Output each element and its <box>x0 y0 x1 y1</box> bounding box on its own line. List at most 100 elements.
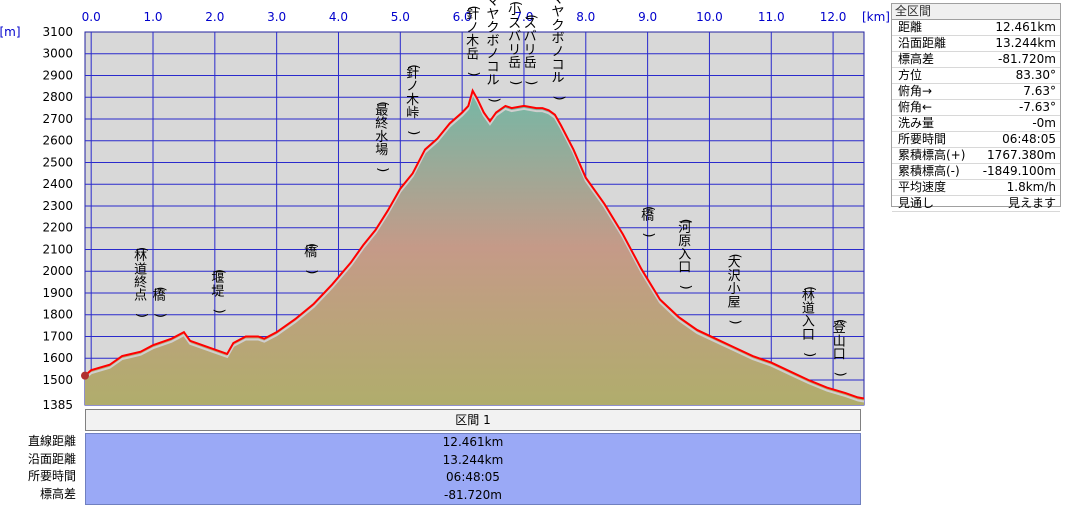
stats-row: 俯角← -7.63° <box>892 100 1060 116</box>
y-tick-label: 2800 <box>42 90 73 104</box>
elevation-line <box>84 88 865 400</box>
peak-annotation: (登山口) <box>833 319 848 377</box>
stats-row-label: 累積標高(-) <box>898 164 960 178</box>
peak-annotation: (大沢小屋) <box>728 253 743 324</box>
start-marker <box>81 371 89 380</box>
peak-annotation: (橋) <box>641 206 656 237</box>
elevation-area <box>85 90 864 406</box>
stats-row-value: 見えます <box>1007 196 1056 210</box>
x-tick-label: 5.0 <box>391 10 410 24</box>
y-tick-label: 2300 <box>42 199 73 213</box>
stats-row-value: 13.244km <box>995 36 1056 50</box>
x-tick-label: 2.0 <box>205 10 224 24</box>
y-tick-label: 1800 <box>42 308 73 322</box>
y-tick-label: 2200 <box>42 221 73 235</box>
y-tick-label: 1600 <box>42 351 73 365</box>
x-tick-label: 3.0 <box>267 10 286 24</box>
stats-row: 累積標高(+) 1767.380m <box>892 148 1060 164</box>
summary-values: 12.461km 13.244km 06:48:05 -81.720m <box>85 433 861 505</box>
summary-label-surface-distance: 沿面距離 <box>27 451 76 466</box>
summary-label-straight-distance: 直線距離 <box>27 434 76 448</box>
stats-row-value: 1767.380m <box>987 148 1056 162</box>
stats-row-label: 俯角→ <box>898 84 933 98</box>
x-tick-label: 0.0 <box>82 10 101 24</box>
summary-value-straight-distance: 12.461km <box>442 435 504 449</box>
y-tick-label: 2600 <box>42 134 73 148</box>
x-tick-label: 11.0 <box>758 10 785 24</box>
peak-annotation: (堰堤) <box>211 269 226 314</box>
stats-row: 俯角→ 7.63° <box>892 84 1060 100</box>
stats-row-label: 累積標高(+) <box>898 148 966 162</box>
stats-panel: 全区間 距離 12.461km 沿面距離 13.244km 標高差 -81.720m 方位 8… <box>891 3 1061 212</box>
stats-row-value: 06:48:05 <box>1002 132 1056 146</box>
stats-row-value: 7.63° <box>1023 84 1056 98</box>
peak-annotation: (橋) <box>304 243 319 274</box>
stats-row-label: 俯角← <box>898 100 933 114</box>
y-tick-label: 2900 <box>42 68 73 82</box>
stats-row-value: -0m <box>1032 116 1056 130</box>
stats-row: 平均速度 1.8km/h <box>892 180 1060 196</box>
stats-row-value: -1849.100m <box>982 164 1056 178</box>
summary-value-required-time: 06:48:05 <box>446 470 500 484</box>
stats-row-value: 12.461km <box>995 20 1056 34</box>
x-tick-label: 4.0 <box>329 10 348 24</box>
stats-row: 見通し 見えます <box>892 196 1060 212</box>
peak-annotation: (林道終点) <box>134 247 149 318</box>
stats-row-value: -81.720m <box>997 52 1056 66</box>
x-tick-label: 12.0 <box>820 10 847 24</box>
peak-annotation: (針ノ木峠) <box>406 64 421 135</box>
x-tick-label: 6.0 <box>453 10 472 24</box>
x-tick-label: 9.0 <box>638 10 657 24</box>
peak-annotation: (最終水場) <box>375 101 390 172</box>
peak-annotation: (スバリ岳) <box>524 14 539 85</box>
x-tick-label: 7.0 <box>514 10 533 24</box>
stats-panel-title: 全区間 <box>892 4 1060 20</box>
stats-row: 所要時間 06:48:05 <box>892 132 1060 148</box>
stats-row-label: 標高差 <box>898 52 935 66</box>
stats-row-label: 平均速度 <box>898 180 947 194</box>
x-tick-label: 8.0 <box>576 10 595 24</box>
peak-annotation: (針ノ木岳) <box>466 6 481 77</box>
stats-row-label: 洗み量 <box>898 116 935 130</box>
stats-row-label: 沿面距離 <box>898 36 947 50</box>
y-tick-label: 2500 <box>42 155 73 169</box>
stats-row: 沿面距離 13.244km <box>892 36 1060 52</box>
stats-row-label: 距離 <box>898 20 923 34</box>
stats-row: 方位 83.30° <box>892 68 1060 84</box>
peak-annotation: (マヤクボノコル) <box>551 0 566 101</box>
peak-annotation: (橋) <box>153 287 168 318</box>
summary-value-elevation-diff: -81.720m <box>443 487 502 502</box>
stats-row: 標高差 -81.720m <box>892 52 1060 68</box>
y-tick-label: 2000 <box>42 264 73 278</box>
y-tick-label: 1500 <box>42 373 73 387</box>
stats-row-value: -7.63° <box>1018 100 1056 114</box>
stats-row-value: 83.30° <box>1015 68 1056 82</box>
x-tick-label: 10.0 <box>696 10 723 24</box>
y-tick-label: 1900 <box>42 286 73 300</box>
stats-row: 累積標高(-) -1849.100m <box>892 164 1060 180</box>
stats-row-label: 所要時間 <box>898 132 947 146</box>
summary-value-surface-distance: 13.244km <box>442 452 504 467</box>
stats-row: 洗み量 -0m <box>892 116 1060 132</box>
y-tick-label: 3000 <box>42 47 73 61</box>
x-unit-label: [km] <box>862 10 890 24</box>
elevation-profile-chart: 3100 3000 2900 2800 2700 2600 2500 2400 2300 2200… <box>0 0 890 409</box>
y-unit-label: [m] <box>0 25 21 39</box>
y-tick-label: 2700 <box>42 112 73 126</box>
y-tick-label: 2100 <box>42 242 73 256</box>
stats-row-label: 見通し <box>898 196 935 210</box>
stats-row-label: 方位 <box>898 68 923 82</box>
peak-annotation: (林道入口) <box>802 286 817 357</box>
summary-label-required-time: 所要時間 <box>27 469 76 483</box>
peak-annotation: (小スバリ岳) <box>508 1 523 85</box>
y-tick-label: 2400 <box>42 177 73 191</box>
peak-annotation: (河原入口) <box>678 219 693 290</box>
y-tick-label: 1385 <box>42 398 73 409</box>
section-header[interactable]: 区間 1 <box>85 409 861 431</box>
peak-annotation: (マヤクボノコル) <box>487 0 502 103</box>
summary-labels: 直線距離 沿面距離 所要時間 標高差 <box>0 433 80 503</box>
x-tick-label: 1.0 <box>143 10 162 24</box>
summary-label-elevation-diff: 標高差 <box>39 486 76 501</box>
y-tick-label: 1700 <box>42 329 73 343</box>
stats-row: 距離 12.461km <box>892 20 1060 36</box>
